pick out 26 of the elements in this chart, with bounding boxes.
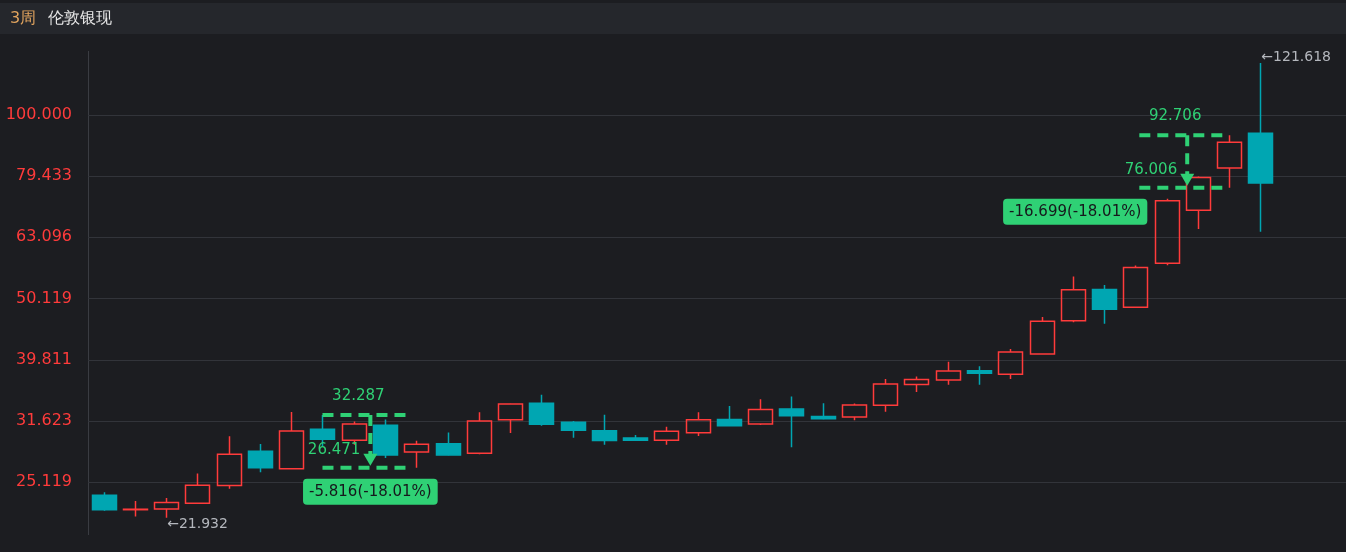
candlestick [1247, 62, 1274, 233]
y-tick-label: 79.433 [16, 165, 72, 185]
candlestick [216, 435, 243, 490]
annotation: 76.006 [1124, 159, 1178, 178]
chart-title: 伦敦银现 [48, 8, 113, 29]
candlestick [1122, 264, 1149, 309]
y-tick-label: 50.119 [16, 287, 72, 307]
candlestick [591, 413, 618, 446]
annotation: -16.699(-18.01%) [1009, 202, 1142, 221]
candlestick [1216, 134, 1243, 189]
annotation: ←121.618 [1261, 47, 1331, 64]
y-tick-label: 25.119 [16, 470, 72, 490]
candlestick [778, 395, 805, 449]
candlestick [403, 440, 430, 469]
annotation: 32.287 [332, 386, 385, 405]
chart-subtitle: 3周 [10, 8, 37, 29]
annotation: 92.706 [1148, 106, 1202, 125]
annotation: -5.816(-18.01%) [309, 482, 432, 501]
y-tick-label: 39.811 [16, 348, 72, 368]
y-tick-label: 100.000 [5, 104, 72, 124]
candlestick [278, 411, 305, 470]
annotation: ←21.932 [167, 515, 228, 532]
candlestick [1091, 284, 1118, 325]
annotation: 26.471 [307, 439, 361, 458]
y-tick-label: 63.096 [16, 226, 72, 246]
y-tick-label: 31.623 [16, 409, 72, 429]
